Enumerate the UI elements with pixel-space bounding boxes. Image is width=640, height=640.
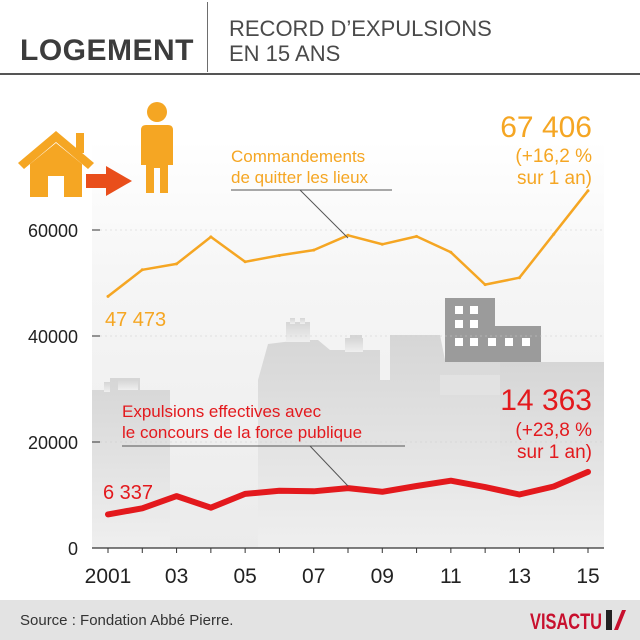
arrow-right-icon: [86, 166, 132, 196]
expulsions-change-line-2: sur 1 an): [517, 442, 592, 463]
expulsions-change-line-1: (+23,8 %: [515, 420, 592, 441]
highlighted-building: [445, 298, 541, 362]
data-point: [139, 505, 145, 511]
data-point: [277, 253, 281, 257]
data-point: [209, 235, 213, 239]
x-tick-label: 13: [508, 565, 531, 588]
source-note: Source : Fondation Abbé Pierre.: [20, 612, 234, 629]
data-point: [106, 294, 110, 298]
data-point: [483, 283, 487, 287]
y-tick-label: 40000: [28, 327, 78, 347]
data-point: [345, 485, 351, 491]
commandements-end-label: 67 406: [500, 111, 592, 144]
expulsions-leader-line: [309, 445, 349, 487]
y-axis-ticks: 0 20000 40000 60000: [28, 221, 100, 559]
commandements-start-label: 47 473: [105, 309, 166, 331]
data-point: [552, 232, 556, 236]
data-point: [242, 491, 248, 497]
data-point: [380, 242, 384, 246]
data-point: [311, 488, 317, 494]
data-point: [585, 469, 591, 475]
data-point: [175, 262, 179, 266]
x-axis-ticks: 2001 03 05 07 09 11 13 15: [85, 548, 600, 588]
data-point: [312, 248, 316, 252]
commandements-change-line-1: (+16,2 %: [515, 146, 592, 167]
data-point: [448, 478, 454, 484]
expulsions-legend-line-1: Expulsions effectives avec: [122, 402, 322, 421]
y-tick-label: 0: [68, 539, 78, 559]
data-point: [346, 233, 350, 237]
headline: RECORD D’EXPULSIONS EN 15 ANS: [229, 16, 492, 66]
house-icon: [18, 131, 94, 197]
x-tick-label: 05: [233, 565, 256, 588]
data-point: [276, 488, 282, 494]
person-icon: [141, 102, 173, 193]
expulsions-start-label: 6 337: [103, 482, 153, 504]
x-tick-label: 2001: [85, 565, 132, 588]
header: LOGEMENT RECORD D’EXPULSIONS EN 15 ANS: [0, 0, 640, 75]
data-point: [517, 276, 521, 280]
data-point: [414, 483, 420, 489]
headline-line-2: EN 15 ANS: [229, 41, 341, 66]
y-gridlines: [100, 229, 604, 443]
section-kicker: LOGEMENT: [20, 34, 194, 67]
commandements-legend-line-1: Commandements: [231, 147, 365, 166]
x-tick-label: 15: [576, 565, 599, 588]
data-point: [243, 260, 247, 264]
x-tick-label: 07: [302, 565, 325, 588]
data-point: [105, 511, 111, 517]
y-tick-label: 20000: [28, 433, 78, 453]
series-points-commandements: [106, 189, 590, 298]
x-tick-label: 09: [371, 565, 394, 588]
data-point: [379, 489, 385, 495]
visactu-logo: VISACTU: [530, 609, 626, 634]
data-point: [415, 234, 419, 238]
x-tick-label: 11: [440, 565, 462, 588]
y-tick-label: 60000: [28, 221, 78, 241]
header-rule: [0, 73, 640, 75]
data-point: [516, 491, 522, 497]
x-tick-label: 03: [165, 565, 188, 588]
commandements-change-line-2: sur 1 an): [517, 168, 592, 189]
expulsions-legend-line-2: le concours de la force publique: [122, 423, 362, 442]
city-silhouette: [92, 318, 604, 548]
expulsions-end-label: 14 363: [500, 384, 592, 417]
series-points-expulsions: [105, 469, 591, 517]
data-point: [140, 268, 144, 272]
commandements-legend-line-2: de quitter les lieux: [231, 168, 369, 187]
footer: Source : Fondation Abbé Pierre. VISACTU: [0, 600, 640, 640]
brand-mark-icon: [606, 610, 612, 630]
data-point: [449, 250, 453, 254]
data-point: [551, 484, 557, 490]
commandements-leader-line: [299, 189, 349, 239]
data-point: [482, 484, 488, 490]
brand-name: VISACTU: [530, 609, 602, 634]
data-point: [586, 189, 590, 193]
line-chart: 0 20000 40000 60000 2001 03 05 07 09 11 13 15 47 4…: [18, 102, 604, 588]
header-divider: [207, 2, 208, 72]
data-point: [208, 505, 214, 511]
headline-line-1: RECORD D’EXPULSIONS: [229, 16, 492, 41]
brand-slash-icon: [614, 610, 626, 630]
data-point: [174, 493, 180, 499]
